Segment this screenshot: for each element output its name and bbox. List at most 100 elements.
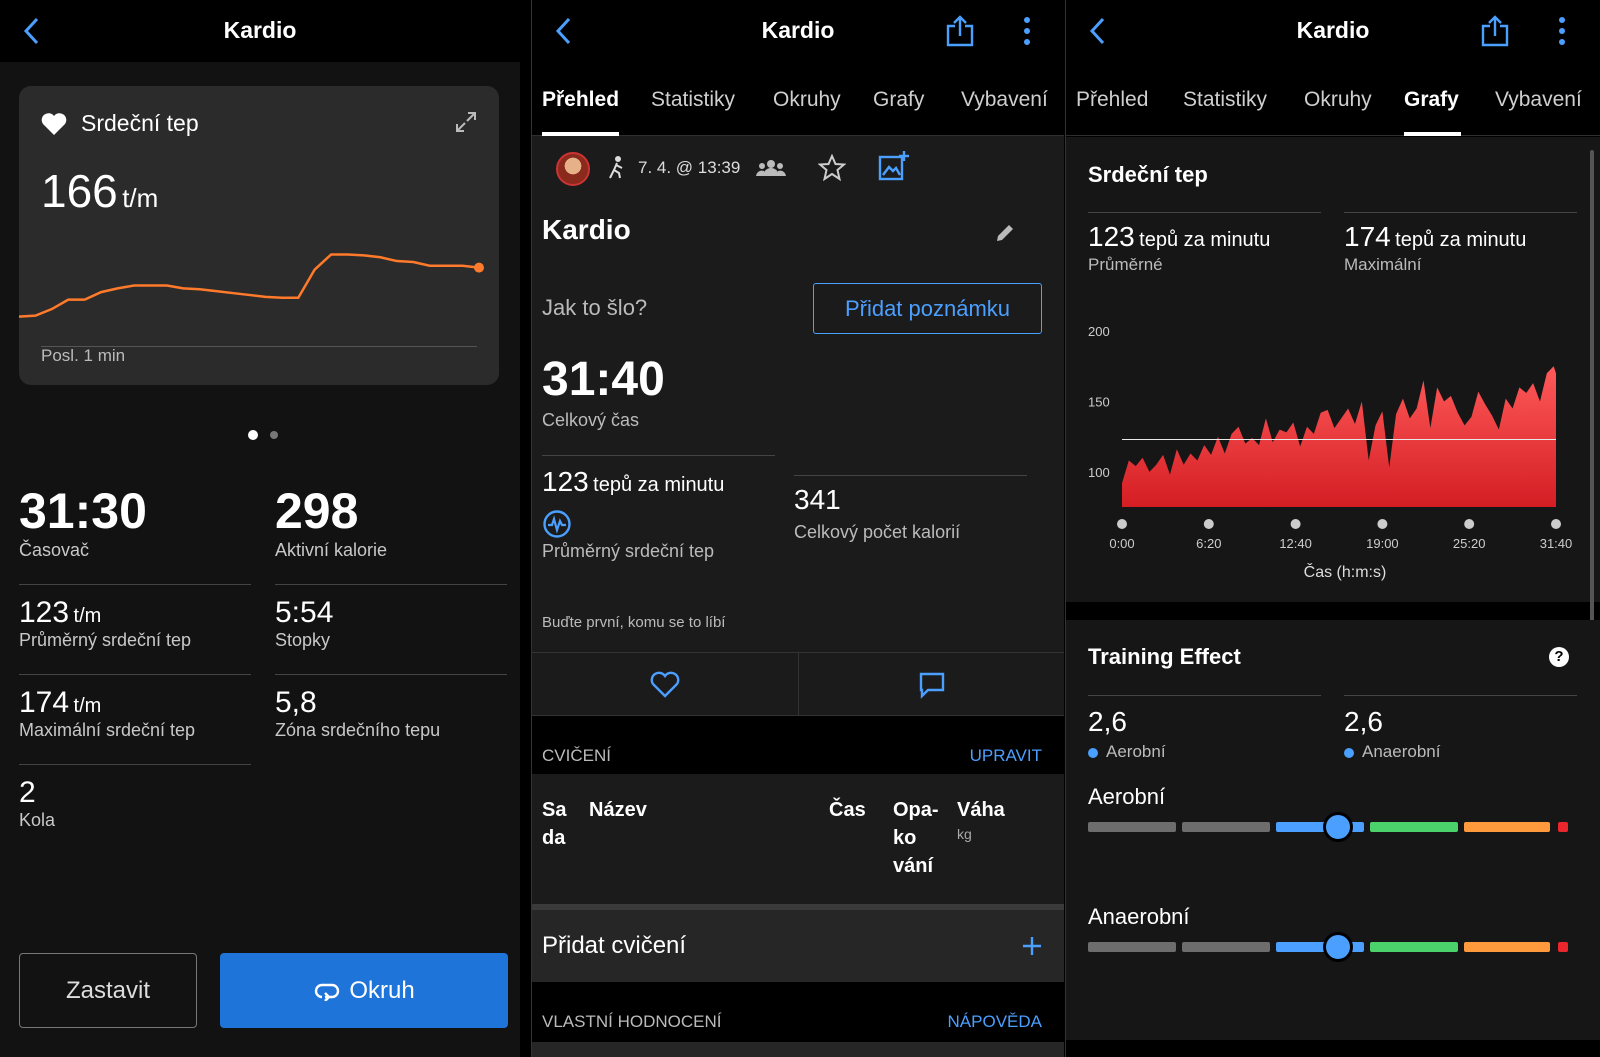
heart-icon (41, 113, 67, 135)
x-tick-dot (1290, 519, 1301, 529)
active-tab-indicator (542, 132, 619, 136)
activity-summary-panel: Kardio Přehled Statistiky Okruhy Grafy V… (532, 0, 1064, 1057)
activity-charts-panel: Kardio Přehled Statistiky Okruhy Grafy V… (1066, 0, 1600, 1057)
panel-divider (531, 0, 532, 1057)
rating-row (532, 1042, 1064, 1057)
chart-baseline (41, 346, 477, 347)
social-actions (532, 652, 1064, 717)
how-was-it-label: Jak to šlo? (542, 295, 648, 320)
scale-zone (1370, 942, 1458, 952)
scale-zone (1182, 822, 1270, 832)
divider (794, 475, 1027, 476)
x-tick-label: 0:00 (1109, 536, 1134, 551)
add-exercise-row[interactable]: Přidat cvičení (532, 910, 1064, 982)
divider (1088, 212, 1321, 213)
avg-hr-stat: 123 tepů za minutu Průměrné (1088, 221, 1271, 274)
avatar[interactable] (556, 152, 590, 186)
share-icon[interactable] (945, 14, 975, 48)
scale-zone (1558, 822, 1568, 832)
scale-marker (1322, 932, 1353, 962)
comment-icon[interactable] (918, 671, 946, 699)
divider (19, 584, 251, 585)
col-name: Název (589, 799, 647, 821)
hr-area-chart[interactable]: 100 150 200 0:00 6:20 12:40 19:00 25:20 31:40 Čas… (1066, 317, 1600, 587)
col-time: Čas (829, 799, 866, 821)
back-arrow-icon[interactable] (554, 16, 574, 46)
workout-live-panel: Kardio Srdeční tep 166 t/m Posl. 1 min 3… (0, 0, 520, 1057)
lap-label: Okruh (349, 976, 415, 1004)
likes-text: Buďte první, komu se to líbí (542, 614, 726, 631)
metric-max-hr: 174 t/m Maximální srdeční tep (19, 686, 196, 740)
divider (19, 674, 251, 675)
x-tick-label: 6:20 (1196, 536, 1221, 551)
back-arrow-icon[interactable] (22, 16, 42, 46)
hr-card-footer: Posl. 1 min (41, 346, 126, 365)
col-set: Sa da (542, 799, 567, 849)
total-time-label: Celkový čas (542, 410, 640, 430)
scale-marker (1322, 812, 1353, 842)
activity-date: 7. 4. @ 13:39 (638, 158, 741, 177)
scale-zone (1276, 942, 1364, 952)
edit-exercises-link[interactable]: UPRAVIT (969, 746, 1042, 765)
page-dot[interactable] (270, 431, 278, 439)
add-photo-icon[interactable] (878, 150, 910, 182)
tab-bar: Přehled Statistiky Okruhy Grafy Vybavení (532, 62, 1064, 136)
tab-laps[interactable]: Okruhy (1304, 88, 1372, 111)
x-tick-label: 12:40 (1279, 536, 1312, 551)
exercise-table-header: Sa da Název Čas Opa- ko vání Váha kg (532, 774, 1064, 904)
x-tick-dot (1117, 519, 1127, 529)
hr-current-value: 166 (41, 165, 118, 217)
col-weight: Váha (957, 799, 1005, 821)
divider (798, 653, 799, 717)
edit-pencil-icon[interactable] (994, 222, 1016, 244)
like-heart-icon[interactable] (650, 671, 680, 699)
scale-zone (1182, 942, 1270, 952)
add-note-button[interactable]: Přidat poznámku (813, 283, 1042, 334)
active-tab-indicator (1404, 132, 1461, 136)
metric-stopwatch: 5:54 Stopky (275, 596, 334, 650)
rating-header: VLASTNÍ HODNOCENÍ NÁPOVĚDA (532, 982, 1064, 1042)
more-options-icon[interactable] (1022, 14, 1032, 48)
hr-chart-title: Srdeční tep (1088, 162, 1208, 187)
lap-button[interactable]: Okruh (220, 953, 508, 1028)
people-icon[interactable] (756, 158, 786, 178)
metric-timer: 31:30 Časovač (19, 483, 147, 560)
page-title: Kardio (761, 17, 835, 43)
hr-mini-chart (19, 253, 484, 318)
back-arrow-icon[interactable] (1088, 16, 1108, 46)
tab-charts[interactable]: Grafy (873, 88, 925, 111)
tab-overview[interactable]: Přehled (1076, 88, 1149, 111)
share-icon[interactable] (1480, 14, 1510, 48)
calories-label: Celkový počet kalorií (794, 522, 961, 542)
x-tick-dot (1551, 519, 1561, 529)
help-link[interactable]: NÁPOVĚDA (947, 1012, 1042, 1031)
top-bar: Kardio (532, 0, 1064, 62)
page-dot-active[interactable] (248, 430, 258, 440)
divider (1344, 212, 1577, 213)
help-icon[interactable]: ? (1549, 647, 1569, 667)
tab-gear[interactable]: Vybavení (961, 88, 1048, 111)
tab-statistics[interactable]: Statistiky (651, 88, 736, 111)
tab-statistics[interactable]: Statistiky (1183, 88, 1268, 111)
expand-icon[interactable] (454, 110, 478, 134)
tab-laps[interactable]: Okruhy (773, 88, 841, 111)
divider (542, 455, 775, 456)
y-tick-label: 100 (1088, 465, 1110, 480)
stop-button[interactable]: Zastavit (19, 953, 197, 1028)
tab-charts[interactable]: Grafy (1404, 88, 1459, 111)
plus-icon[interactable] (1022, 936, 1042, 956)
tab-overview[interactable]: Přehled (542, 88, 620, 111)
top-bar: Kardio (0, 0, 520, 62)
avg-hr-stat: 123 tepů za minutu (542, 466, 725, 497)
metric-laps: 2 Kola (19, 776, 56, 830)
aerobic-dot (1088, 747, 1098, 758)
x-tick-label: 19:00 (1366, 536, 1399, 551)
more-options-icon[interactable] (1557, 14, 1567, 48)
scrollbar[interactable] (1590, 150, 1594, 680)
x-tick-dot (1203, 519, 1214, 529)
tab-gear[interactable]: Vybavení (1495, 88, 1582, 111)
heart-rate-card[interactable]: Srdeční tep 166 t/m Posl. 1 min (19, 86, 499, 385)
divider (532, 904, 1064, 910)
metric-active-calories: 298 Aktivní kalorie (275, 483, 388, 560)
star-icon[interactable] (818, 154, 846, 182)
